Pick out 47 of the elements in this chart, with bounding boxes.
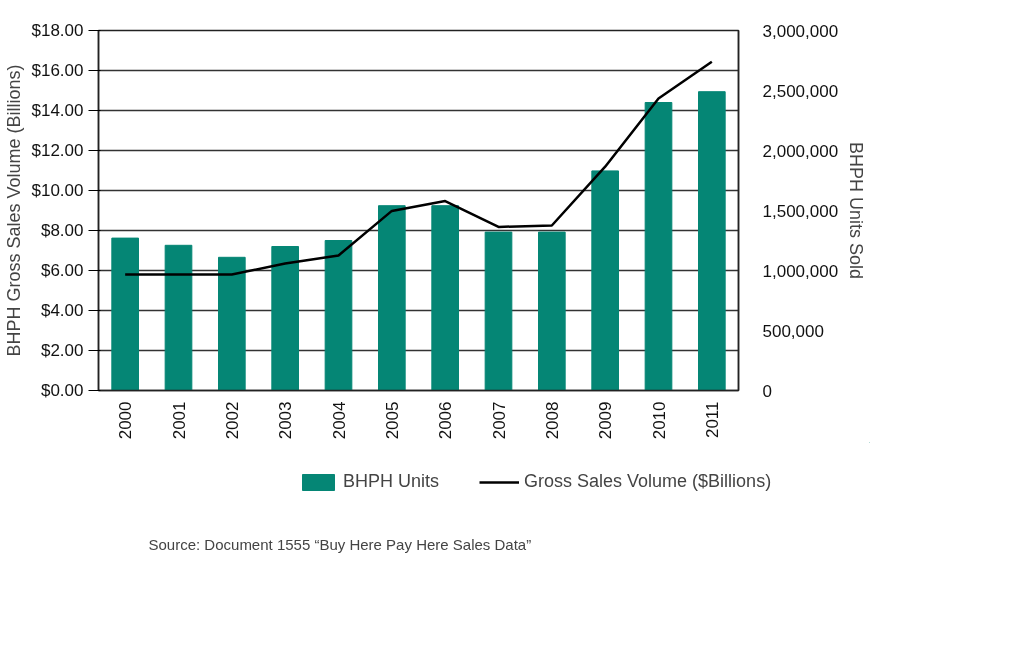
y-tick-label: $18.00 <box>31 21 84 40</box>
x-tick-label: 2011 <box>702 401 722 439</box>
y-tick-label: $16.00 <box>31 61 84 80</box>
y2-tick-label: 500,000 <box>762 321 824 341</box>
bar <box>431 205 459 391</box>
bar <box>111 237 139 391</box>
x-tick-label: 2003 <box>276 401 296 440</box>
line-series <box>123 60 714 276</box>
bar <box>591 170 619 391</box>
x-tick-label: 2004 <box>329 401 349 440</box>
x-tick-label: 2005 <box>382 401 402 440</box>
bar <box>218 256 246 391</box>
y2-tick-label: 3,000,000 <box>762 21 839 41</box>
y-tick-label: $8.00 <box>40 221 84 240</box>
x-tick-label: 2002 <box>222 401 242 440</box>
y2-tick-label: 1,000,000 <box>762 261 839 281</box>
bar <box>378 205 406 391</box>
y-tick-label: $10.00 <box>31 181 84 200</box>
y-tick-label: $14.00 <box>31 101 84 120</box>
bar <box>538 231 566 391</box>
y2-tick-label: 1,500,000 <box>762 201 839 221</box>
bar <box>271 246 299 391</box>
x-tick-label: 2009 <box>596 401 616 440</box>
source-note: Source: Document 1555 “Buy Here Pay Here Sales Data” <box>148 535 532 553</box>
bar <box>324 240 353 391</box>
y2-tick-label: 0 <box>762 381 772 401</box>
bar <box>164 244 193 391</box>
y-tick-label: $4.00 <box>40 301 84 320</box>
y2-axis-title: BHPH Units Sold <box>846 141 867 280</box>
legend-label: BHPH Units <box>343 471 440 492</box>
y-tick-label: $6.00 <box>40 261 84 280</box>
x-tick-label: 2008 <box>542 401 562 440</box>
y-tick-label: $0.00 <box>40 381 84 400</box>
y2-tick-label: 2,500,000 <box>762 81 839 101</box>
y2-tick-label: 2,000,000 <box>762 141 839 161</box>
x-tick-label: 2000 <box>116 401 136 440</box>
y-axis-title: BHPH Gross Sales Volume (Billions) <box>3 64 24 357</box>
x-tick-label: 2007 <box>489 401 509 440</box>
y-tick-label: $2.00 <box>40 341 84 360</box>
bar <box>484 231 513 391</box>
legend-label: Gross Sales Volume ($Billions) <box>524 471 772 492</box>
x-tick-label: 2006 <box>436 401 456 440</box>
bar <box>644 102 673 391</box>
y-tick-label: $12.00 <box>31 141 84 160</box>
x-tick-label: 2010 <box>649 401 669 440</box>
x-tick-label: 2001 <box>169 401 189 440</box>
bar <box>698 91 726 391</box>
